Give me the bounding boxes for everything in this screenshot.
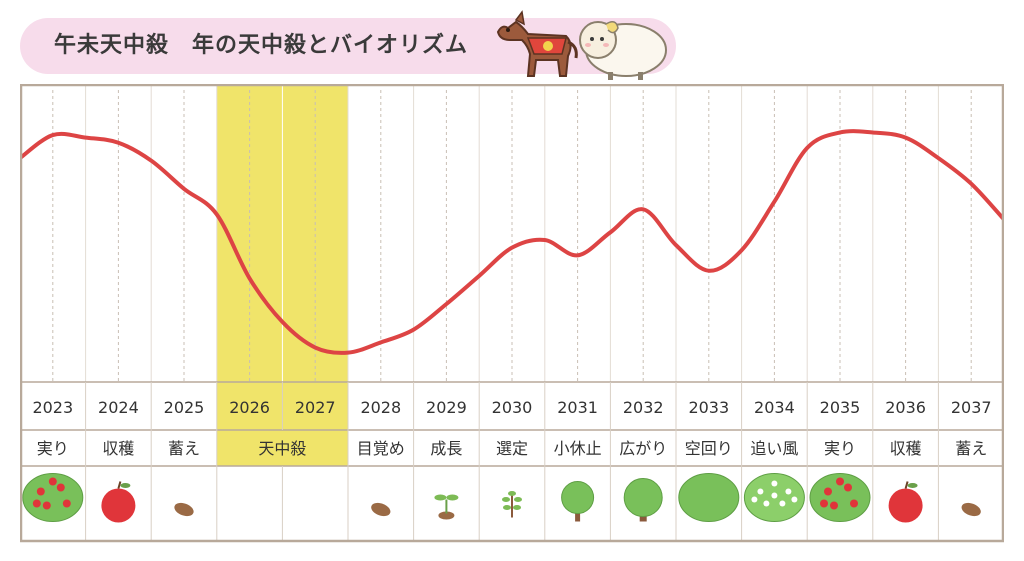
phase-label: 収穫 <box>890 439 922 458</box>
year-label: 2034 <box>754 398 795 417</box>
biorhythm-chart: 2023 2024 2025 2026 2027 2028 2029 2030 2031 2032… <box>20 84 1004 543</box>
phase-label: 収穫 <box>102 439 134 458</box>
apple-icon <box>888 481 923 523</box>
small-tree-icon <box>561 481 595 522</box>
tree-icon <box>623 478 663 522</box>
phase-label: 実り <box>37 439 69 458</box>
mascot-group <box>496 10 667 80</box>
phase-label: 空回り <box>685 439 733 458</box>
year-label: 2032 <box>623 398 664 417</box>
fruit-tree-icon <box>22 473 84 522</box>
phase-label: 広がり <box>619 439 667 458</box>
year-label: 2030 <box>492 398 533 417</box>
year-label: 2037 <box>951 398 992 417</box>
phase-label: 追い風 <box>750 439 798 458</box>
year-label: 2029 <box>426 398 467 417</box>
seed-icon <box>174 502 194 517</box>
phase-label: 蓄え <box>955 439 987 458</box>
year-label: 2033 <box>688 398 729 417</box>
apple-icon <box>101 481 136 523</box>
seed-icon <box>371 502 391 517</box>
year-label: 2024 <box>98 398 139 417</box>
phase-label: 天中殺 <box>258 439 306 458</box>
horse-icon <box>496 10 578 77</box>
phase-label: 蓄え <box>168 439 200 458</box>
year-label: 2028 <box>360 398 401 417</box>
year-label: 2026 <box>229 398 270 417</box>
year-label: 2035 <box>820 398 861 417</box>
year-label: 2025 <box>164 398 205 417</box>
year-label: 2027 <box>295 398 336 417</box>
phase-label: 成長 <box>430 439 462 458</box>
biorhythm-line <box>20 129 1004 355</box>
big-tree-icon <box>678 473 740 522</box>
page-title: 午未天中殺 年の天中殺とバイオリズム <box>54 33 469 58</box>
seedling-icon <box>502 491 522 518</box>
phase-label: 選定 <box>496 439 528 458</box>
fruit-tree-icon <box>809 473 871 522</box>
phase-label: 実り <box>824 439 856 458</box>
sheep-icon <box>579 21 667 80</box>
sprout-icon <box>434 494 459 520</box>
chart-frame <box>20 84 1004 543</box>
year-label: 2036 <box>885 398 926 417</box>
year-label: 2023 <box>32 398 73 417</box>
blossom-tree-icon <box>743 473 805 522</box>
year-label: 2031 <box>557 398 598 417</box>
phase-label: 目覚め <box>357 439 405 458</box>
phase-label: 小休止 <box>554 439 602 458</box>
seed-icon <box>961 502 981 517</box>
